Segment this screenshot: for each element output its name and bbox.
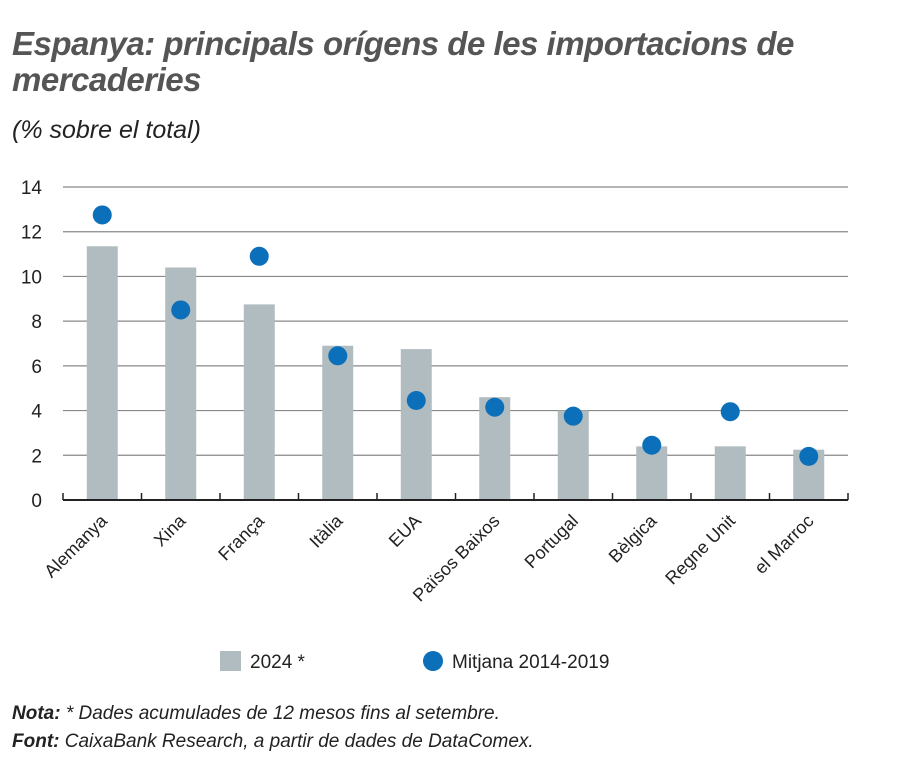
source-line: Font: CaixaBank Research, a partir de da…: [12, 728, 534, 756]
dot-mitjana: [563, 406, 583, 426]
legend-label-2024: 2024 *: [250, 652, 306, 673]
x-tick-label: EUA: [385, 511, 425, 551]
bar-2024: [714, 446, 746, 500]
legend-swatch-mitjana: [423, 651, 443, 671]
bar-2024: [636, 446, 668, 500]
y-tick-label: 0: [31, 491, 42, 512]
chart-notes: Nota: * Dades acumulades de 12 mesos fin…: [12, 700, 534, 756]
note-line: Nota: * Dades acumulades de 12 mesos fin…: [12, 700, 534, 728]
x-tick-label: Alemanya: [40, 510, 111, 581]
dot-mitjana: [720, 402, 740, 422]
y-tick-label: 14: [21, 178, 43, 199]
x-tick-label: Bèlgica: [605, 510, 662, 567]
y-tick-label: 4: [31, 402, 42, 423]
y-tick-label: 8: [31, 312, 42, 333]
y-tick-label: 12: [21, 223, 42, 244]
bar-2024: [86, 246, 118, 500]
dot-mitjana: [485, 397, 505, 417]
bar-2024: [322, 345, 354, 500]
x-tick-label: França: [214, 510, 268, 564]
y-tick-label: 2: [31, 446, 42, 467]
bar-2024: [400, 349, 432, 500]
y-tick-label: 6: [31, 357, 42, 378]
dot-mitjana: [799, 446, 819, 466]
chart-title: Espanya: principals orígens de les impor…: [12, 25, 794, 98]
x-tick-label: el Marroc: [750, 511, 817, 578]
dot-mitjana: [328, 346, 348, 366]
legend-label-mitjana: Mitjana 2014-2019: [452, 652, 609, 673]
x-tick-label: Regne Unit: [661, 511, 739, 589]
source-label: Font:: [12, 731, 60, 752]
dot-mitjana: [406, 391, 426, 411]
chart-subtitle: (% sobre el total): [12, 116, 201, 144]
y-tick-label: 10: [21, 267, 42, 288]
dot-mitjana: [92, 205, 112, 225]
x-tick-label: Portugal: [521, 511, 583, 573]
legend-swatch-2024: [220, 651, 241, 671]
note-text: * Dades acumulades de 12 mesos fins al s…: [60, 703, 500, 724]
bar-2024: [243, 304, 275, 500]
x-tick-label: Itàlia: [306, 510, 348, 552]
dot-mitjana: [642, 435, 662, 455]
dot-mitjana: [171, 300, 191, 320]
source-text: CaixaBank Research, a partir de dades de…: [59, 731, 534, 752]
x-tick-label: Xina: [150, 510, 190, 550]
dot-mitjana: [249, 246, 269, 266]
note-label: Nota:: [12, 703, 61, 724]
